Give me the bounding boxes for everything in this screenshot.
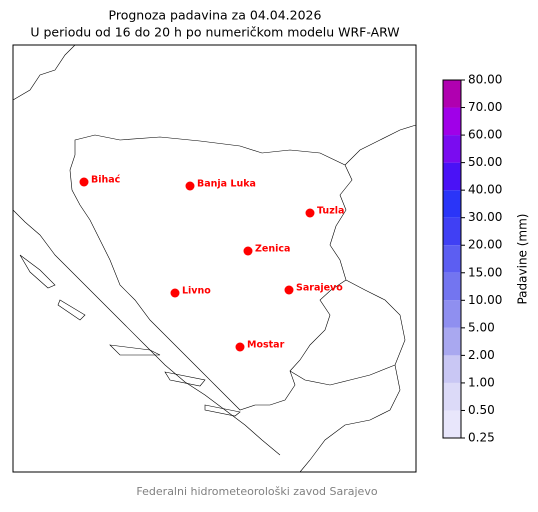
colorbar-band (443, 382, 461, 411)
colorbar: 0.25 0.50 1.00 2.00 5.00 10.00 15.00 20.00 30.00… (442, 73, 502, 445)
colorbar-band (443, 135, 461, 163)
colorbar-band (443, 272, 461, 301)
city-label: Bihać (91, 175, 121, 186)
colorbar-tick-label: 80.00 (468, 73, 502, 87)
colorbar-tick-label: 2.00 (468, 348, 495, 362)
colorbar-band (443, 107, 461, 136)
border (289, 364, 396, 386)
colorbar-tick-label: 20.00 (468, 238, 502, 252)
city-label: Sarajevo (296, 283, 343, 294)
colorbar-band (443, 162, 461, 191)
border (299, 279, 406, 473)
coast (12, 209, 281, 456)
colorbar-frame (442, 79, 462, 439)
colorbar-tick-label: 60.00 (468, 128, 502, 142)
colorbar-tick-label: 30.00 (468, 210, 502, 224)
city-marker (79, 177, 89, 187)
colorbar-tick-label: 5.00 (468, 320, 495, 334)
city-label: Livno (182, 286, 211, 297)
colorbar-band (443, 80, 461, 108)
border (12, 44, 76, 101)
subtitle: U periodu od 16 do 20 h po numeričkom mo… (30, 25, 399, 40)
border (69, 134, 353, 411)
colorbar-tick-label: 50.00 (468, 155, 502, 169)
colorbar-band (443, 355, 461, 383)
island (19, 254, 241, 417)
cities: Bihać Banja Luka Tuzla Zenica Livno Sarajevo M… (79, 175, 344, 352)
colorbar-tick-label: 1.00 (468, 375, 495, 389)
city-label: Tuzla (317, 206, 344, 217)
colorbar-tick-label: 40.00 (468, 183, 502, 197)
map-frame (12, 44, 417, 473)
city-marker (284, 285, 294, 295)
map (12, 44, 417, 473)
colorbar-tick-label: 10.00 (468, 293, 502, 307)
footer: Federalni hidrometeorološki zavod Saraje… (136, 485, 377, 498)
colorbar-band (443, 410, 461, 438)
city-label: Mostar (247, 340, 285, 351)
colorbar-tick-label: 0.50 (468, 403, 495, 417)
colorbar-band (443, 217, 461, 246)
city-label: Banja Luka (197, 179, 256, 190)
city-marker (185, 181, 195, 191)
colorbar-label: Padavine (mm) (516, 213, 530, 304)
colorbar-tick-label: 70.00 (468, 100, 502, 114)
colorbar-tick-label: 15.00 (468, 265, 502, 279)
colorbar-band (443, 327, 461, 356)
border (344, 124, 417, 166)
city-marker (243, 246, 253, 256)
city-marker (235, 342, 245, 352)
city-marker (170, 288, 180, 298)
colorbar-band (443, 190, 461, 218)
colorbar-tick-label: 0.25 (468, 431, 495, 445)
city-label: Zenica (255, 244, 290, 255)
title: Prognoza padavina za 04.04.2026 (109, 8, 322, 23)
city-marker (305, 208, 315, 218)
colorbar-band (443, 245, 461, 273)
colorbar-band (443, 300, 461, 328)
